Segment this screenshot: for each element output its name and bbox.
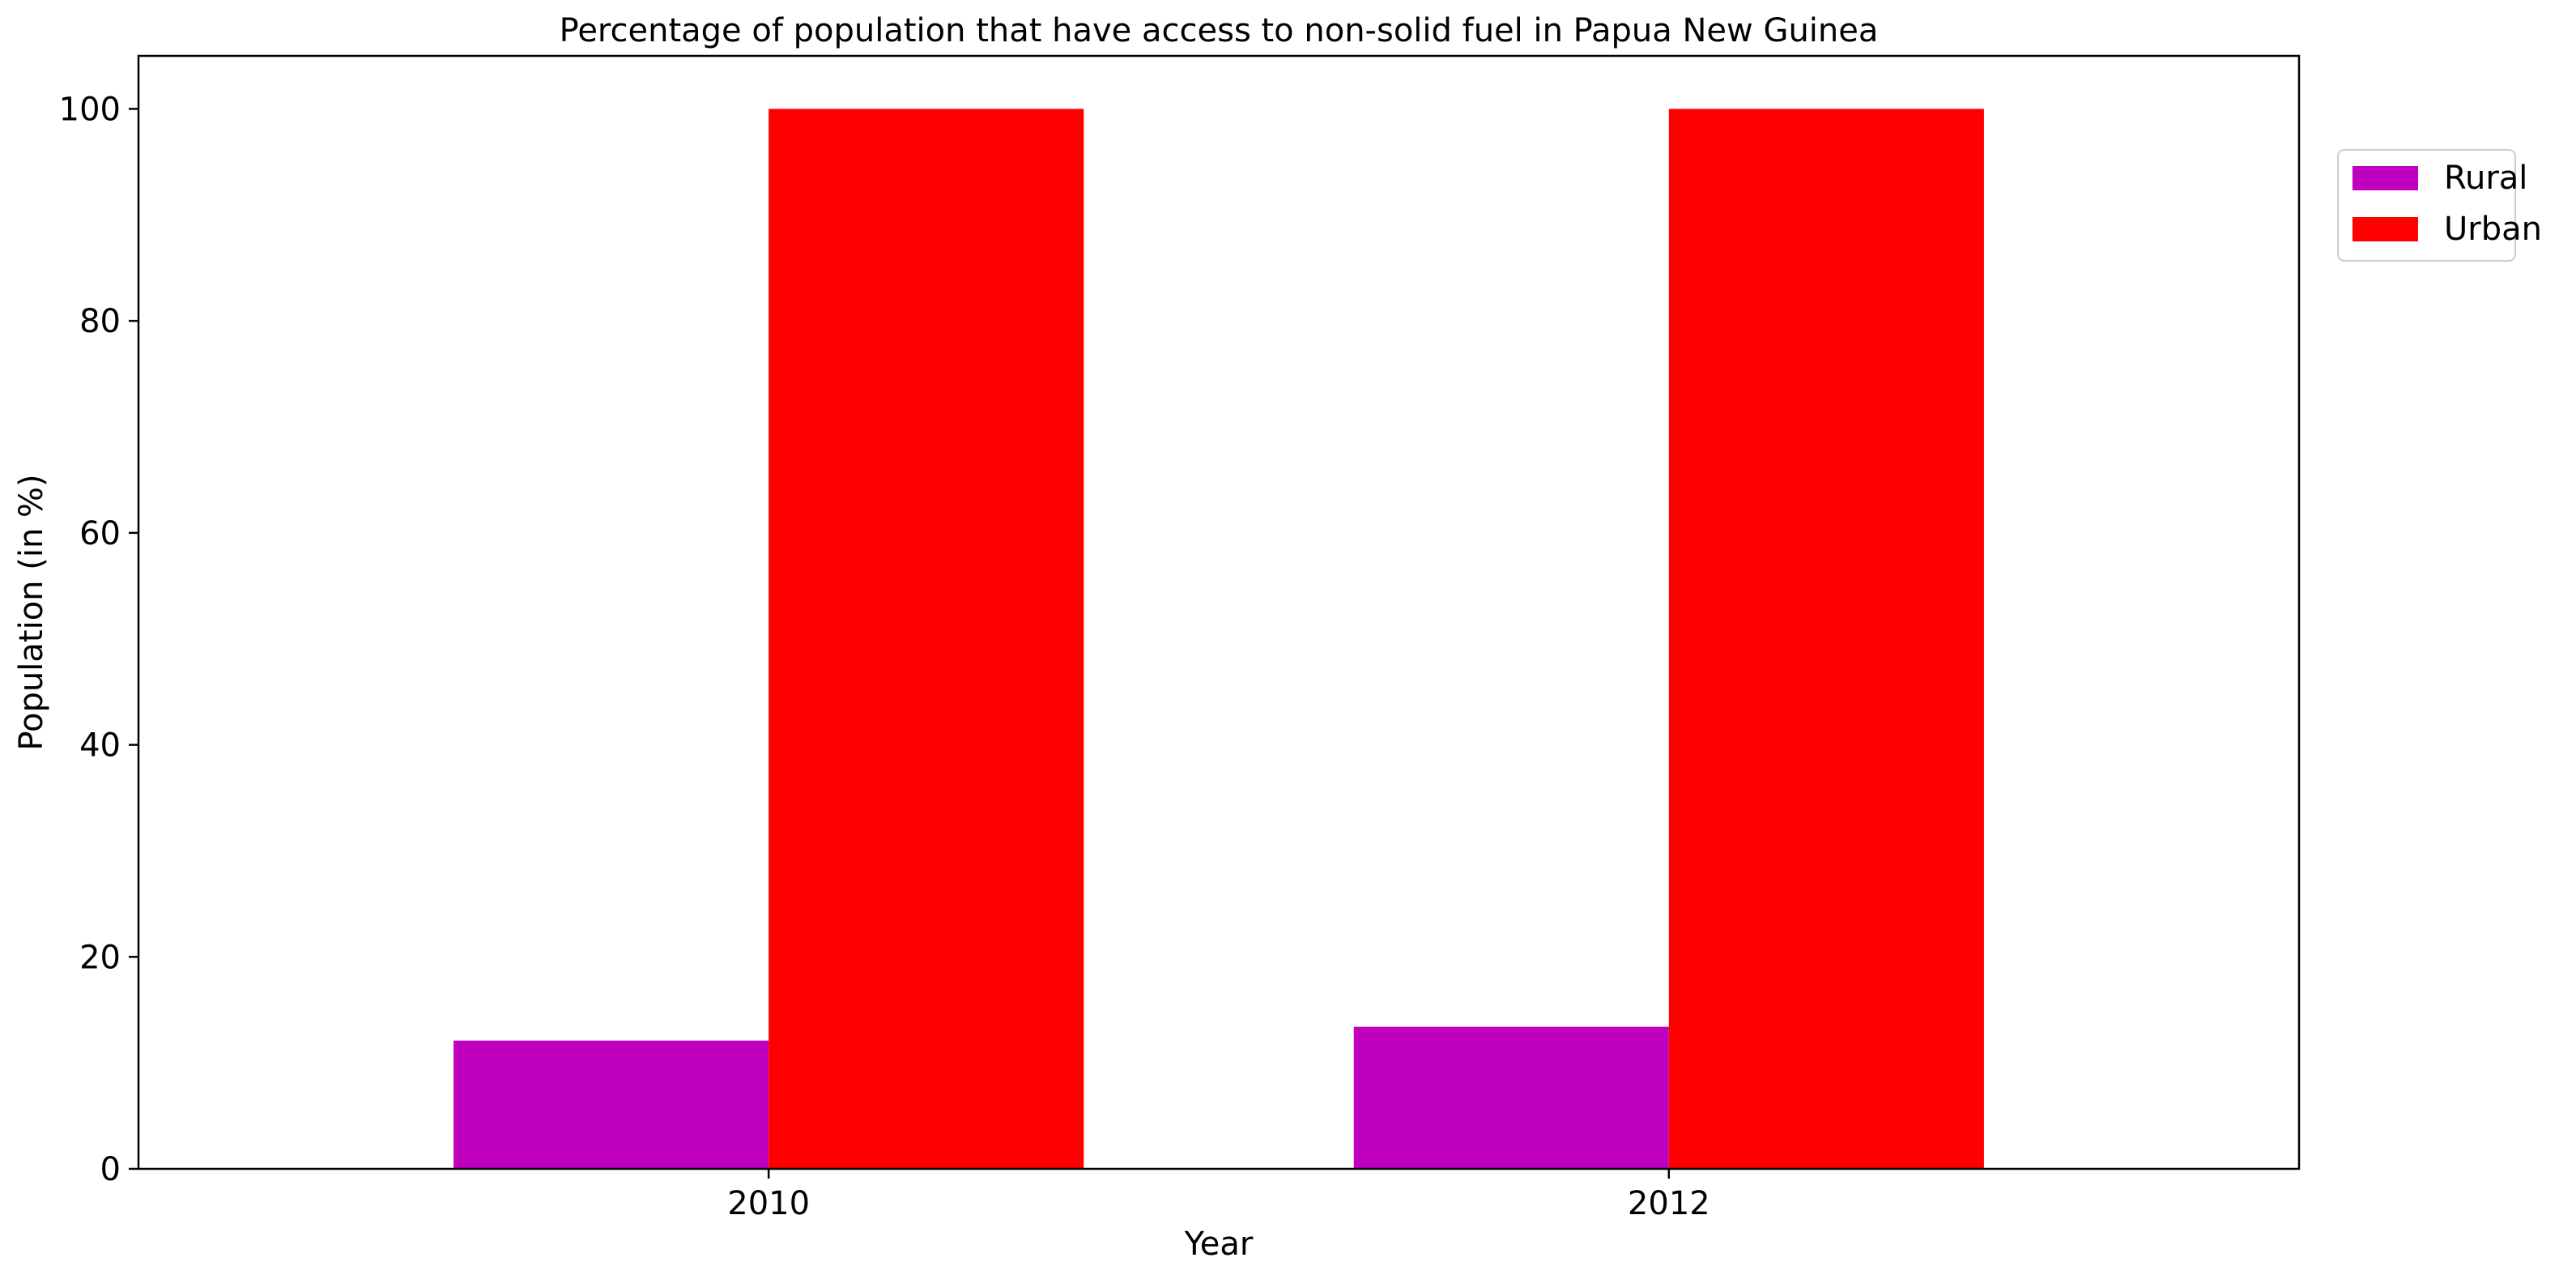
legend-label-rural: Rural	[2444, 160, 2527, 197]
plot-area-frame	[137, 54, 2301, 1170]
legend-swatch-rural	[2352, 166, 2418, 190]
y-tick-label: 20	[79, 939, 121, 976]
y-axis-ticks: 0 20 40 60 80 100	[59, 91, 138, 1188]
x-tick-label: 2012	[1628, 1185, 1710, 1222]
bar-urban-2010	[769, 109, 1084, 1169]
y-tick-label: 80	[79, 303, 121, 340]
legend-swatch-urban	[2352, 217, 2418, 241]
y-tick-label: 100	[59, 91, 121, 128]
chart-title: Percentage of population that have acces…	[560, 12, 1879, 49]
x-axis-label: Year	[1184, 1226, 1254, 1263]
bar-urban-2012	[1668, 109, 1984, 1169]
y-tick-label: 40	[79, 727, 121, 765]
legend: Rural Urban	[2337, 149, 2542, 262]
y-axis-label: Population (in %)	[13, 474, 50, 750]
bar-rural-2010	[453, 1040, 769, 1169]
y-tick-label: 0	[100, 1151, 121, 1188]
legend-label-urban: Urban	[2444, 211, 2542, 248]
x-axis-ticks: 2010 2012	[727, 1169, 1710, 1222]
bars-layer	[453, 109, 1984, 1169]
x-tick-label: 2010	[727, 1185, 810, 1222]
y-tick-label: 60	[79, 515, 121, 552]
bar-rural-2012	[1353, 1026, 1669, 1169]
